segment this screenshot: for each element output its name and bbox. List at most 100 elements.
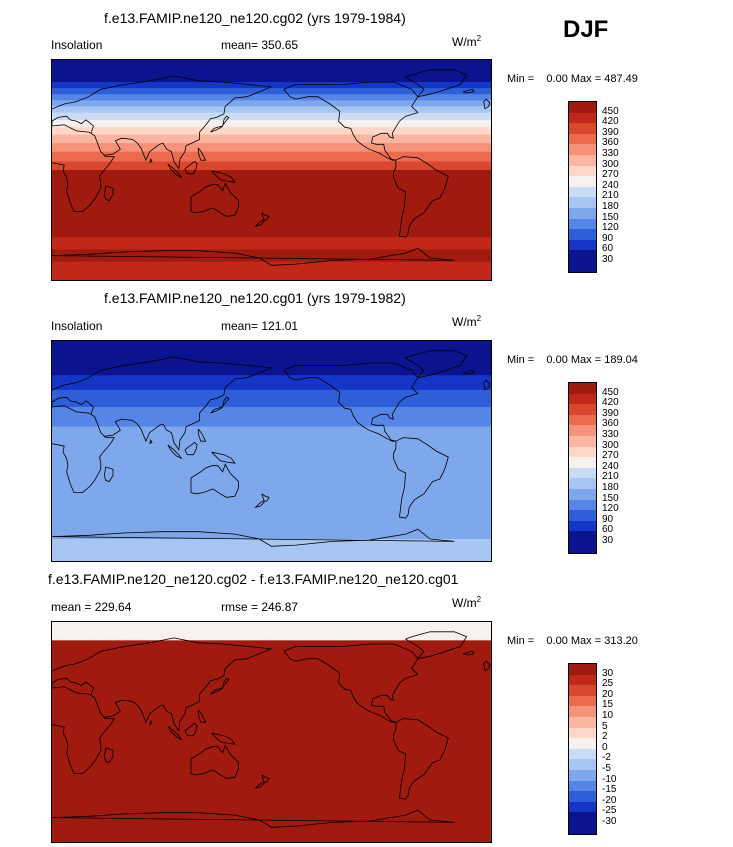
lat-band-17 bbox=[52, 261, 491, 280]
coastline-17 bbox=[197, 147, 207, 161]
coastline-15 bbox=[462, 650, 475, 656]
colorbar-segment bbox=[569, 791, 596, 802]
colorbar-segment bbox=[569, 478, 596, 489]
colorbar-segment bbox=[569, 144, 596, 155]
colorbar-tick-label: 300 bbox=[602, 439, 619, 451]
lat-band-1 bbox=[52, 640, 491, 842]
colorbar-tick-label: 120 bbox=[602, 503, 619, 515]
coastline-7 bbox=[210, 396, 230, 414]
coastline-10 bbox=[211, 451, 236, 464]
coastline-5 bbox=[190, 182, 240, 217]
coastline-14 bbox=[483, 98, 491, 110]
panel-2-colorbar: 450 420 390 360 330 300 270 240 210 180 150 120 90 60… bbox=[568, 382, 628, 556]
colorbar-tick-label: 90 bbox=[602, 232, 614, 244]
colorbar-tick-label: 210 bbox=[602, 471, 619, 483]
colorbar-tick-label: 270 bbox=[602, 450, 619, 462]
colorbar-tick-label: -25 bbox=[602, 805, 617, 817]
coastline-12 bbox=[254, 781, 265, 789]
colorbar-tick-label: -15 bbox=[602, 784, 617, 796]
lat-band-5 bbox=[52, 426, 491, 540]
coastline-15 bbox=[462, 369, 475, 375]
coastline-8 bbox=[184, 441, 198, 456]
coastline-10 bbox=[211, 170, 236, 183]
colorbar-box bbox=[568, 382, 597, 554]
colorbar-tick-label: 450 bbox=[602, 105, 619, 117]
coastline-6 bbox=[52, 247, 455, 266]
colorbar-tick-label: 10 bbox=[602, 710, 614, 721]
coastline-3 bbox=[404, 69, 468, 98]
colorbar-segment bbox=[569, 499, 596, 511]
colorbar-box bbox=[568, 663, 597, 835]
colorbar-segment bbox=[569, 748, 596, 760]
colorbar-segment bbox=[569, 780, 596, 792]
colorbar-tick-label: 150 bbox=[602, 211, 619, 223]
coastline-2 bbox=[283, 81, 419, 161]
colorbar-tick-label: 210 bbox=[602, 190, 619, 202]
colorbar-segment bbox=[569, 488, 596, 500]
lat-band-1 bbox=[52, 74, 491, 83]
colorbar-segment bbox=[569, 738, 596, 749]
coastline-9 bbox=[167, 163, 183, 179]
season-label: DJF bbox=[563, 16, 609, 43]
coastline-9 bbox=[167, 444, 183, 460]
panel-3-colorbar: 30 25 20 15 10 5 2 0 -2 -5 -10 -15 -20 -25 -30 bbox=[568, 663, 628, 837]
colorbar-segment bbox=[569, 112, 596, 124]
lat-band-2 bbox=[52, 82, 491, 89]
colorbar-tick-label: 15 bbox=[602, 699, 614, 711]
colorbar-tick-label: 60 bbox=[602, 524, 614, 536]
colorbar-segment bbox=[569, 176, 596, 187]
colorbar-tick-label: -2 bbox=[602, 752, 611, 764]
coastline-16 bbox=[149, 438, 153, 445]
coastline-1 bbox=[52, 155, 115, 213]
lat-band-2 bbox=[52, 375, 491, 391]
colorbar-tick-label: 270 bbox=[602, 169, 619, 181]
lat-band-1 bbox=[52, 363, 491, 376]
colorbar-segment bbox=[569, 457, 596, 468]
colorbar-tick-label: 5 bbox=[602, 720, 608, 732]
coastline-6 bbox=[52, 528, 455, 547]
colorbar-segment bbox=[569, 393, 596, 405]
colorbar-segment bbox=[569, 133, 596, 145]
panel-1-center-label: mean= 350.65 bbox=[221, 38, 299, 52]
colorbar-segment bbox=[569, 706, 596, 717]
coastline-8 bbox=[184, 722, 198, 737]
coastline-12 bbox=[254, 500, 265, 508]
panel-1-map bbox=[51, 59, 492, 281]
colorbar-tick-label: 25 bbox=[602, 678, 614, 690]
coastline-8 bbox=[184, 160, 198, 175]
coastline-11 bbox=[261, 212, 270, 221]
colorbar-segment bbox=[569, 520, 596, 532]
lat-band-13 bbox=[52, 161, 491, 171]
panel-3-title: f.e13.FAMIP.ne120_ne120.cg02 - f.e13.FAM… bbox=[48, 571, 459, 587]
colorbar-segment bbox=[569, 801, 596, 813]
colorbar-segment bbox=[569, 186, 596, 198]
coastline-4 bbox=[392, 156, 449, 238]
colorbar-tick-label: 30 bbox=[602, 254, 614, 265]
panel-3-map bbox=[51, 621, 492, 843]
coastline-12 bbox=[254, 219, 265, 227]
panel-1-title: f.e13.FAMIP.ne120_ne120.cg02 (yrs 1979-1… bbox=[104, 10, 406, 26]
colorbar-segment bbox=[569, 425, 596, 436]
colorbar-tick-label: 20 bbox=[602, 688, 614, 700]
lat-band-4 bbox=[52, 407, 491, 428]
lat-band-6 bbox=[52, 539, 491, 561]
colorbar-segment bbox=[569, 716, 596, 728]
lat-band-0 bbox=[52, 60, 491, 76]
colorbar-tick-label: 180 bbox=[602, 482, 619, 493]
colorbar-tick-label: 360 bbox=[602, 137, 619, 149]
coastline-3 bbox=[404, 350, 468, 379]
lat-band-12 bbox=[52, 151, 491, 162]
colorbar-tick-label: 180 bbox=[602, 201, 619, 212]
colorbar-segment bbox=[569, 218, 596, 230]
coastline-17 bbox=[197, 428, 207, 442]
coastline-4 bbox=[392, 718, 449, 800]
colorbar-tick-label: 360 bbox=[602, 418, 619, 430]
colorbar-segment bbox=[569, 510, 596, 521]
coastline-3 bbox=[404, 631, 468, 660]
colorbar-segment bbox=[569, 404, 596, 415]
lat-band-6 bbox=[52, 106, 491, 114]
colorbar-tick-label: 420 bbox=[602, 397, 619, 409]
colorbar-segment bbox=[569, 467, 596, 479]
panel-2-minmax: Min = 0.00 Max = 189.04 bbox=[507, 354, 638, 366]
colorbar-segment bbox=[569, 123, 596, 134]
